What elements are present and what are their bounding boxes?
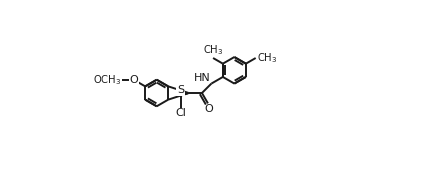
Text: CH$_3$: CH$_3$ xyxy=(256,51,277,65)
Text: OCH$_3$: OCH$_3$ xyxy=(93,73,121,87)
Text: CH$_3$: CH$_3$ xyxy=(203,44,223,57)
Text: O: O xyxy=(130,75,138,85)
Text: O: O xyxy=(204,104,213,114)
Text: Cl: Cl xyxy=(176,108,186,118)
Text: S: S xyxy=(177,85,184,95)
Text: HN: HN xyxy=(194,73,211,83)
